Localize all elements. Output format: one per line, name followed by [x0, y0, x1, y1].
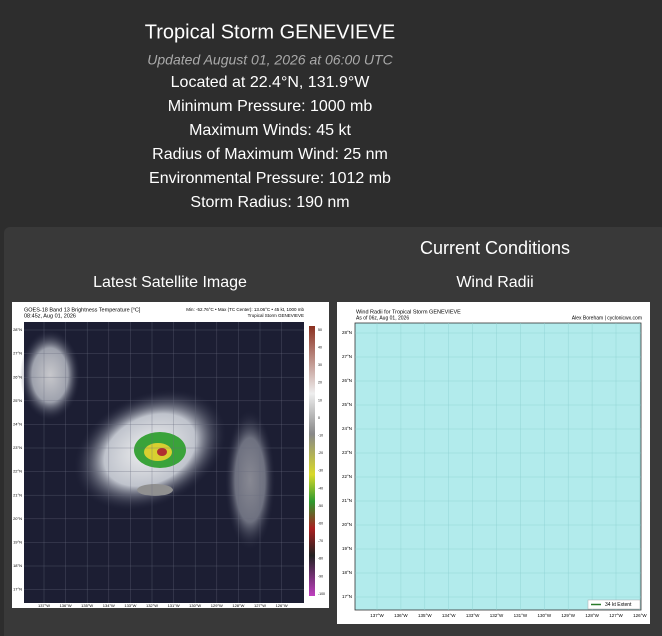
lat-label: 24°N [13, 421, 22, 426]
lat-label: 21°N [342, 498, 352, 503]
lat-label: 23°N [342, 450, 352, 455]
colorbar-label: 40 [318, 346, 322, 350]
lat-label: 27°N [342, 354, 352, 359]
lat-label: 21°N [13, 492, 22, 497]
lon-label: 130°W [189, 603, 201, 608]
lat-label: 27°N [13, 351, 22, 356]
colorbar-label: -20 [318, 451, 323, 455]
image-time: As of 06z, Aug 01, 2026 [356, 315, 409, 321]
lat-label: 28°N [13, 327, 22, 332]
image-credit: Alex Boreham | cyclonicwx.com [572, 315, 642, 321]
lon-label: 130°W [538, 613, 552, 618]
lat-label: 25°N [342, 402, 352, 407]
image-title: GOES-18 Band 13 Brightness Temperature [… [24, 307, 141, 313]
lat-label: 18°N [13, 563, 22, 568]
colorbar-label: -90 [318, 574, 323, 578]
lon-label: 133°W [466, 613, 480, 618]
colorbar-label: -70 [318, 539, 323, 543]
lon-label: 127°W [609, 613, 623, 618]
lon-label: 128°W [585, 613, 599, 618]
image-storm: Tropical Storm GENEVIEVE [248, 313, 304, 318]
lat-label: 26°N [342, 378, 352, 383]
lon-label: 136°W [394, 613, 408, 618]
lat-label: 17°N [342, 594, 352, 599]
lon-label: 137°W [38, 603, 50, 608]
lat-label: 20°N [13, 516, 22, 521]
lon-label: 135°W [81, 603, 93, 608]
panel-heading: Current Conditions [420, 238, 570, 258]
info-line: Maximum Winds: 45 kt [189, 122, 351, 139]
lat-label: 23°N [13, 445, 22, 450]
lon-label: 129°W [561, 613, 575, 618]
lat-label: 20°N [342, 522, 352, 527]
updated: Updated August 01, 2026 at 06:00 UTC [147, 52, 393, 68]
colorbar-label: 0 [318, 416, 320, 420]
lon-label: 134°W [103, 603, 115, 608]
info-line: Minimum Pressure: 1000 mb [168, 98, 373, 115]
lon-label: 137°W [370, 613, 384, 618]
lon-label: 135°W [418, 613, 432, 618]
lat-label: 17°N [13, 587, 22, 592]
colorbar-label: -60 [318, 522, 323, 526]
lat-label: 22°N [342, 474, 352, 479]
colorbar-label: -50 [318, 504, 323, 508]
lon-label: 136°W [60, 603, 72, 608]
colorbar-label: -40 [318, 486, 323, 490]
legend-label: 34 kt Extent [605, 602, 632, 608]
lon-label: 126°W [276, 603, 288, 608]
lon-label: 128°W [232, 603, 244, 608]
info-line: Storm Radius: 190 nm [190, 194, 349, 211]
colorbar-label: -10 [318, 434, 323, 438]
lon-label: 133°W [124, 603, 136, 608]
wind-radii-plot [354, 322, 642, 611]
caption: Latest Satellite Image [93, 274, 247, 291]
colorbar-label: -80 [318, 557, 323, 561]
colorbar [309, 326, 315, 596]
title: Tropical Storm GENEVIEVE [145, 21, 395, 43]
colorbar-label: -100 [318, 592, 325, 596]
info-line: Environmental Pressure: 1012 mb [149, 170, 391, 187]
lat-label: 18°N [342, 570, 352, 575]
lat-label: 22°N [13, 469, 22, 474]
lon-label: 127°W [254, 603, 266, 608]
colorbar-label: 50 [318, 328, 322, 332]
lon-label: 126°W [633, 613, 647, 618]
lat-label: 28°N [342, 330, 352, 335]
legend-box [587, 599, 641, 610]
lon-label: 132°W [146, 603, 158, 608]
lat-label: 19°N [13, 539, 22, 544]
lat-label: 19°N [342, 546, 352, 551]
lon-label: 131°W [514, 613, 528, 618]
colorbar-label: 20 [318, 381, 322, 385]
satellite-clouds [20, 330, 275, 550]
lon-label: 134°W [442, 613, 456, 618]
colorbar-label: -30 [318, 469, 323, 473]
caption: Wind Radii [456, 274, 533, 291]
info-line: Radius of Maximum Wind: 25 nm [152, 146, 388, 163]
lon-label: 131°W [168, 603, 180, 608]
colorbar-label: 10 [318, 398, 322, 402]
lat-label: 26°N [13, 374, 22, 379]
lon-label: 132°W [490, 613, 504, 618]
image-title: Wind Radii for Tropical Storm GENEVIEVE [356, 309, 461, 315]
lat-label: 24°N [342, 426, 352, 431]
info-line: Located at 22.4°N, 131.9°W [171, 74, 371, 91]
colorbar-label: 30 [318, 363, 322, 367]
lat-label: 25°N [13, 398, 22, 403]
image-time: 08:45z, Aug 01, 2026 [24, 313, 76, 319]
lon-label: 129°W [211, 603, 223, 608]
image-stats: Min: -52.76°C • Max (TC Center): 13.06°C… [186, 307, 304, 312]
